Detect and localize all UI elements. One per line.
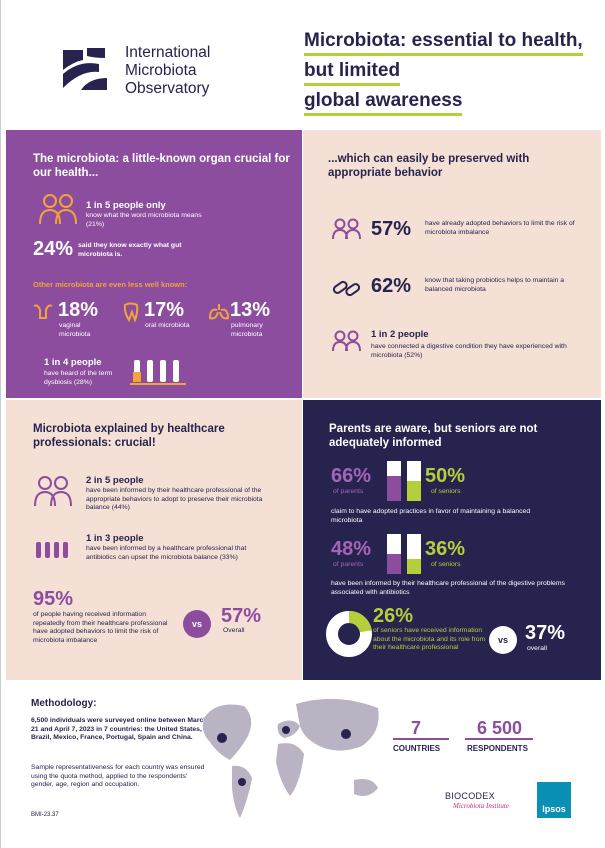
stat-text: know what the word microbiota means (21%… — [86, 212, 202, 228]
stat-text: of people having received information re… — [33, 611, 168, 644]
stat-text: vaginal microbiota — [59, 322, 91, 338]
organ-icon — [33, 304, 53, 319]
stat-text: claim to have adopted practices in favor… — [331, 508, 531, 524]
stat: 62% — [371, 275, 412, 297]
count: 7 — [411, 718, 422, 738]
title: Microbiota: essential to health, but lim… — [304, 30, 594, 120]
divider — [393, 738, 449, 740]
method-text: Sample representativeness for each count… — [31, 764, 205, 789]
brand: BIOCODEX — [445, 791, 495, 801]
logo-icon — [63, 48, 107, 90]
stat: 26% — [373, 605, 414, 627]
stat: 18% — [58, 299, 99, 321]
subheading: Other microbiota are even less well know… — [33, 280, 188, 289]
stat-text: have already adopted behaviors to limit … — [425, 220, 575, 236]
stat: 37% — [525, 622, 566, 644]
stat-label: of seniors — [431, 488, 461, 495]
vs-badge: vs — [489, 626, 517, 654]
world-map — [202, 698, 379, 818]
count-label: COUNTRIES — [393, 744, 441, 753]
stat: 1 in 4 people — [44, 357, 102, 368]
vials-icon — [130, 352, 190, 386]
divider — [465, 738, 533, 740]
heading: Parents are aware, but seniors are not a… — [329, 423, 538, 449]
stat-label: of seniors — [431, 561, 461, 568]
stat: 57% — [221, 605, 262, 627]
stat: 66% — [331, 465, 372, 487]
pills-icon — [332, 280, 361, 297]
reference: BMI-23.37 — [31, 812, 59, 818]
stat: 95% — [33, 588, 74, 610]
method-text: 6,500 individuals were surveyed online b… — [31, 717, 208, 742]
title-line: but limited — [304, 60, 401, 86]
stat-text: have heard of the term dysbiosis (28%) — [44, 370, 113, 386]
behavior-panel: ...which can easily be preserved with ap… — [303, 130, 601, 398]
partner-logo: Ipsos — [537, 782, 571, 818]
stat: 57% — [371, 218, 412, 240]
count: 6 500 — [477, 718, 523, 738]
people-icon — [332, 330, 361, 352]
people-icon — [332, 218, 361, 240]
stat-text: of seniors have received information abo… — [373, 627, 486, 652]
logo-line: International — [125, 44, 211, 61]
logo-line: Observatory — [125, 80, 210, 97]
people-icon — [34, 476, 72, 507]
stat-text: said they know exactly what gut microbio… — [78, 242, 182, 258]
stat: 1 in 3 people — [86, 533, 144, 544]
stat-text: have been informed by a healthcare profe… — [86, 545, 247, 561]
heading: Microbiota explained by healthcare profe… — [33, 423, 225, 449]
stat-text: have been informed by their healthcare p… — [331, 580, 565, 596]
stat: 2 in 5 people — [86, 475, 144, 486]
stat-text: overall — [527, 645, 548, 652]
heading: ...which can easily be preserved with ap… — [328, 153, 530, 179]
title-line: global awareness — [304, 90, 463, 116]
stat: 17% — [144, 299, 185, 321]
vials-icon — [387, 534, 421, 574]
heading: The microbiota: a little-known organ cru… — [33, 153, 290, 179]
stat-text: Overall — [223, 627, 245, 634]
stat-text: know that taking probiotics helps to mai… — [425, 277, 565, 293]
professionals-panel: Microbiota explained by healthcare profe… — [6, 400, 302, 680]
stat: 1 in 5 people only — [86, 200, 166, 211]
stat: 36% — [425, 538, 466, 560]
stat-label: of parents — [333, 488, 364, 495]
stat: 13% — [230, 299, 271, 321]
stat-text: pulmonary microbiota — [231, 322, 263, 338]
logo-line: Microbiota — [125, 62, 197, 79]
vs-badge: vs — [183, 610, 211, 638]
parents-panel: Parents are aware, but seniors are not a… — [303, 400, 601, 680]
stat-text: have been informed by their healthcare p… — [86, 487, 263, 512]
count-label: RESPONDENTS — [467, 744, 528, 753]
stat: 50% — [425, 465, 466, 487]
stat: 24% — [33, 238, 74, 260]
stat: 48% — [331, 538, 372, 560]
vials-icon — [387, 461, 421, 501]
logo-text: International Microbiota Observatory — [125, 44, 210, 98]
title-line: Microbiota: essential to health, — [304, 30, 583, 56]
stat-text: have connected a digestive condition the… — [371, 343, 567, 359]
organ-icon — [208, 304, 230, 320]
brand-sub: Microbiota Institute — [453, 802, 509, 810]
stat-label: of parents — [333, 561, 364, 568]
vials-icon — [36, 542, 68, 558]
stat: 1 in 2 people — [371, 329, 429, 340]
donut-icon — [326, 610, 372, 657]
organ-icon — [123, 302, 139, 322]
heading: Methodology: — [31, 698, 97, 709]
organ-panel: The microbiota: a little-known organ cru… — [6, 130, 302, 398]
stat-text: oral microbiota — [145, 322, 190, 329]
people-icon — [39, 194, 77, 225]
